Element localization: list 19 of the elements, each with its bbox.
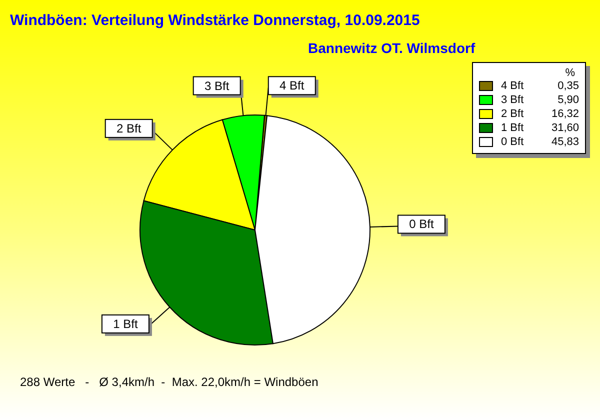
data-label: 45,83: [550, 136, 579, 148]
slice-label: 0 Bft: [409, 217, 434, 232]
slice-label: 4 Bft: [280, 78, 305, 93]
chart-title: Windböen: Verteilung Windstärke Donnerstag, 10.09.2015: [10, 12, 420, 29]
text: 288 Werte - Ø 3,4km/h - Max. 22,0km/h = Windböen: [20, 375, 318, 389]
data-label: 16,32: [550, 108, 579, 120]
legend-label: 4 Bft: [501, 80, 525, 92]
slice-label: 1 Bft: [113, 316, 138, 331]
legend-label: 1 Bft: [501, 122, 525, 134]
data-label: 0,35: [556, 80, 579, 92]
legend-label: 3 Bft: [501, 94, 525, 106]
slice-label: 3 Bft: [204, 78, 230, 93]
legend-title: %: [564, 67, 575, 79]
legend-label: 2 Bft: [501, 108, 525, 120]
legend-label: 0 Bft: [501, 136, 525, 148]
chart-subtitle: Bannewitz OT. Wilmsdorf: [308, 40, 476, 56]
slice-label: 2 Bft: [116, 121, 142, 136]
data-label: 31,60: [550, 122, 579, 134]
data-label: 5,90: [556, 94, 579, 106]
